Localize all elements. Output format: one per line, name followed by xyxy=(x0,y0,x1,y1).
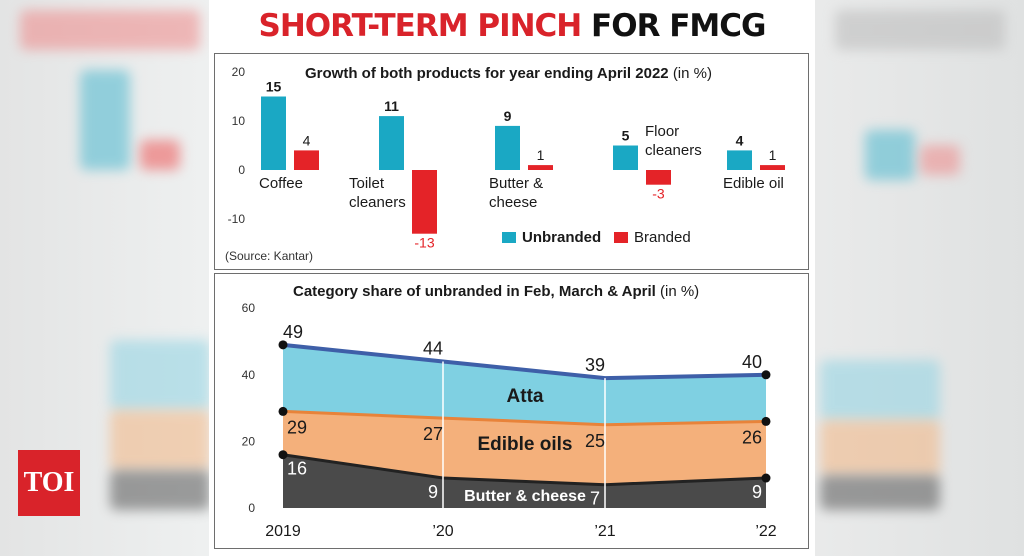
series-name-butter-cheese: Butter & cheese xyxy=(464,488,586,505)
category-label-edible-oil-0: Edible oil xyxy=(723,175,784,192)
area-chart-panel: Category share of unbranded in Feb, Marc… xyxy=(214,273,809,549)
label-butter-cheese-21: 7 xyxy=(590,489,600,509)
point-butter-cheese-2019 xyxy=(278,450,288,460)
bar-y-tick-10: 10 xyxy=(232,114,246,128)
blurred-bar-left-2 xyxy=(140,140,180,170)
label-atta-20: 44 xyxy=(423,338,443,358)
category-label-coffee-0: Coffee xyxy=(259,175,303,192)
bar-y-tick-20: 20 xyxy=(232,65,246,79)
point-edible-oils-2019 xyxy=(278,406,288,416)
category-label-floor-cleaners-0: Floor xyxy=(645,123,679,140)
area-chart-title-text: Category share of unbranded in Feb, Marc… xyxy=(293,283,660,300)
label-unbranded-edible-oil: 4 xyxy=(736,132,744,148)
area-chart-title: Category share of unbranded in Feb, Marc… xyxy=(293,283,699,300)
bar-branded-toilet-cleaners xyxy=(412,170,437,234)
blurred-area-right-1 xyxy=(820,360,940,420)
x-tick-2019: 2019 xyxy=(265,523,301,540)
bar-unbranded-coffee xyxy=(261,96,286,170)
area-y-tick-40: 40 xyxy=(242,368,256,382)
point-edible-oils-22 xyxy=(761,416,771,426)
label-butter-cheese-20: 9 xyxy=(428,482,438,502)
infographic-card: SHORT-TERM PINCH FOR FMCG GIANTS Growth … xyxy=(209,0,815,556)
bar-unbranded-butter-cheese xyxy=(495,125,520,170)
x-tick-22: ’22 xyxy=(755,523,776,540)
label-atta-2019: 49 xyxy=(283,322,303,342)
bar-chart-title-text: Growth of both products for year ending … xyxy=(305,65,673,82)
series-name-atta: Atta xyxy=(507,386,544,407)
category-label-butter-cheese-0: Butter & xyxy=(489,175,543,192)
label-branded-butter-cheese: 1 xyxy=(537,147,545,163)
line-atta xyxy=(282,342,767,381)
bar-unbranded-edible-oil xyxy=(727,150,752,170)
label-atta-22: 40 xyxy=(742,352,762,372)
blurred-area-left-1 xyxy=(110,340,210,410)
area-chart-title-unit: (in %) xyxy=(660,283,699,300)
bar-y-tick-0: 0 xyxy=(238,163,245,177)
label-edible-oils-22: 26 xyxy=(742,427,762,447)
x-tick-20: ’20 xyxy=(432,523,453,540)
blurred-title-left xyxy=(20,10,200,50)
x-tick-21: ’21 xyxy=(594,523,615,540)
label-edible-oils-21: 25 xyxy=(585,431,605,451)
bar-chart-title-unit: (in %) xyxy=(673,65,712,82)
label-edible-oils-2019: 29 xyxy=(287,417,307,437)
blurred-area-left-3 xyxy=(110,470,210,510)
line-edible-oils xyxy=(282,409,767,427)
bar-branded-floor-cleaners xyxy=(646,170,671,185)
blurred-area-left-2 xyxy=(110,410,210,470)
blurred-bar-right-2 xyxy=(920,145,960,175)
category-label-toilet-cleaners-0: Toilet xyxy=(349,175,385,192)
label-unbranded-floor-cleaners: 5 xyxy=(622,128,630,144)
bar-chart-source: (Source: Kantar) xyxy=(225,249,313,263)
line-butter-cheese xyxy=(282,453,767,487)
legend-unbranded-swatch xyxy=(502,232,516,243)
label-unbranded-butter-cheese: 9 xyxy=(504,108,512,124)
blurred-area-right-3 xyxy=(820,475,940,510)
point-butter-cheese-22 xyxy=(761,473,771,483)
bar-branded-coffee xyxy=(294,150,319,170)
legend-branded-swatch xyxy=(614,232,628,243)
category-label-toilet-cleaners-1: cleaners xyxy=(349,194,406,211)
bar-y-tick-10: -10 xyxy=(228,212,246,226)
blurred-area-right-2 xyxy=(820,420,940,475)
area-y-tick-0: 0 xyxy=(248,501,255,515)
bar-unbranded-toilet-cleaners xyxy=(379,116,404,170)
label-butter-cheese-22: 9 xyxy=(752,482,762,502)
area-butter-cheese xyxy=(283,454,766,508)
bar-branded-butter-cheese xyxy=(528,165,553,170)
blurred-bar-left xyxy=(80,70,130,170)
blurred-title-right xyxy=(835,10,1005,50)
bar-chart-panel: Growth of both products for year ending … xyxy=(214,53,809,270)
title-part-red: SHORT-TERM PINCH xyxy=(258,8,583,44)
area-atta xyxy=(283,344,766,425)
bar-chart: Growth of both products for year ending … xyxy=(225,65,785,263)
category-label-butter-cheese-1: cheese xyxy=(489,194,537,211)
label-branded-edible-oil: 1 xyxy=(769,147,777,163)
category-label-floor-cleaners-1: cleaners xyxy=(645,142,702,159)
label-edible-oils-20: 27 xyxy=(423,424,443,444)
area-chart: Category share of unbranded in Feb, Marc… xyxy=(242,283,777,540)
blurred-bar-right xyxy=(865,130,915,180)
label-butter-cheese-2019: 16 xyxy=(287,459,307,479)
toi-logo[interactable]: TOI xyxy=(18,450,80,516)
label-unbranded-toilet-cleaners: 11 xyxy=(384,98,399,114)
label-branded-toilet-cleaners: -13 xyxy=(414,235,434,251)
legend-unbranded-label: Unbranded xyxy=(522,229,601,246)
label-atta-21: 39 xyxy=(585,355,605,375)
series-name-edible-oils: Edible oils xyxy=(477,434,572,455)
area-y-tick-60: 60 xyxy=(242,301,256,315)
point-atta-22 xyxy=(761,370,771,380)
point-atta-2019 xyxy=(278,340,288,350)
area-y-tick-20: 20 xyxy=(242,434,256,448)
area-edible-oils xyxy=(283,411,766,485)
infographic-title: SHORT-TERM PINCH FOR FMCG GIANTS xyxy=(209,4,815,88)
bar-chart-title: Growth of both products for year ending … xyxy=(305,65,712,82)
bar-branded-edible-oil xyxy=(760,165,785,170)
label-branded-coffee: 4 xyxy=(303,132,311,148)
label-unbranded-coffee: 15 xyxy=(266,79,282,95)
label-branded-floor-cleaners: -3 xyxy=(652,186,665,202)
bar-unbranded-floor-cleaners xyxy=(613,145,638,170)
legend-branded-label: Branded xyxy=(634,229,691,246)
